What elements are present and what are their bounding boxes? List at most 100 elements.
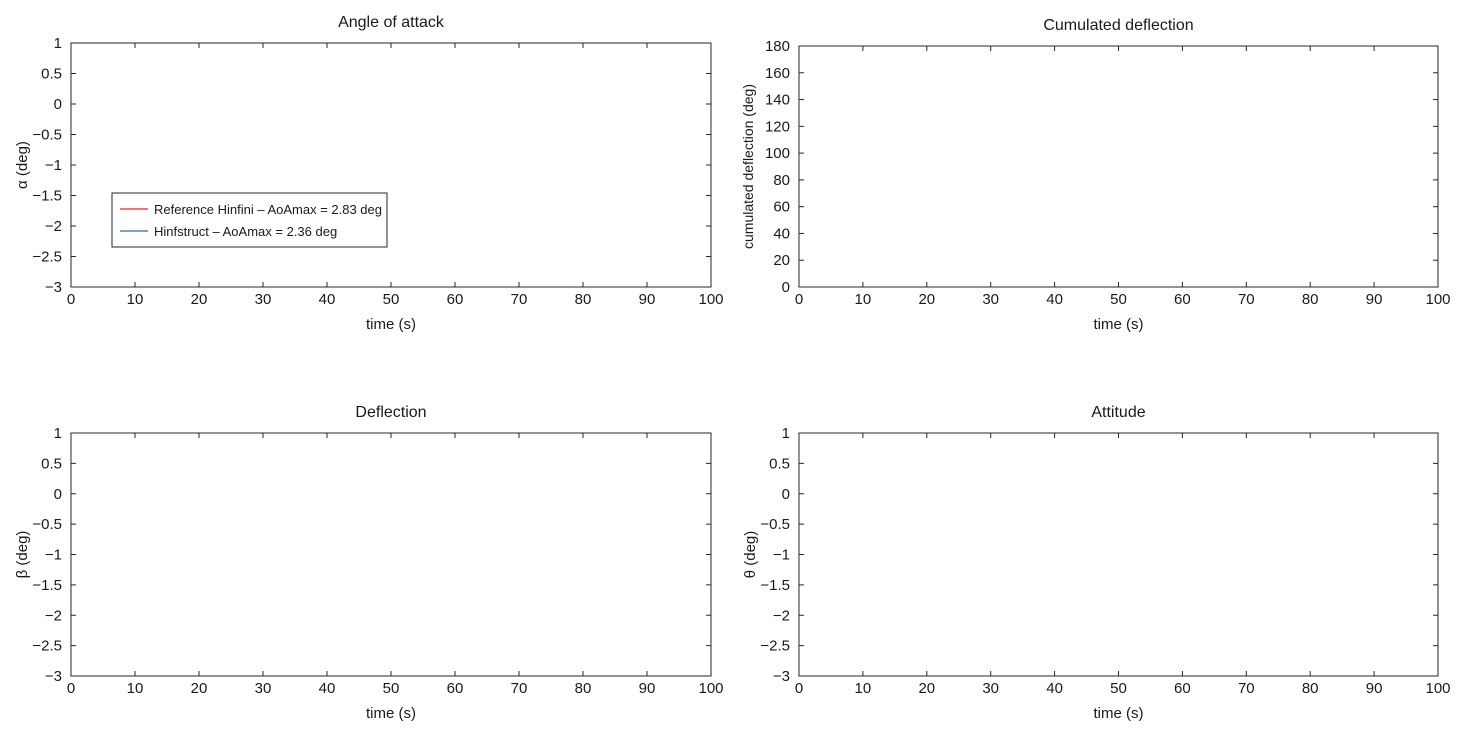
y-tick-label: −1	[45, 157, 62, 174]
y-tick-label: −1.5	[32, 188, 62, 205]
panel-angle-of-attack: 0 10 20 30 40 50 60 70 80 90 100−3−2.5−2−1.5−1−0.5…	[14, 14, 724, 333]
axes-frame	[798, 432, 1439, 677]
y-tick-label: 20	[773, 252, 790, 269]
x-tick-label: 30	[255, 291, 272, 308]
y-tick-label: −1	[773, 547, 790, 564]
y-tick-label: 1	[54, 425, 62, 442]
chart-title: Deflection	[355, 404, 426, 421]
x-tick-label: 90	[639, 680, 656, 697]
x-tick-label: 0	[795, 291, 803, 308]
x-tick-label: 0	[795, 680, 803, 697]
x-tick-label: 70	[511, 680, 528, 697]
x-tick-label: 50	[1110, 291, 1127, 308]
y-tick-label: −2.5	[32, 638, 62, 655]
y-tick-label: 0.5	[769, 455, 790, 472]
y-tick-label: 180	[765, 38, 790, 55]
y-tick-label: 0	[782, 486, 790, 503]
x-tick-label: 10	[127, 680, 144, 697]
x-axis-label: time (s)	[1094, 316, 1144, 333]
y-tick-label: −3	[45, 668, 62, 685]
x-tick-label: 70	[1238, 680, 1255, 697]
panel-attitude: 0 10 20 30 40 50 60 70 80 90 100−3−2.5−2−1.5−1−0.5…	[742, 404, 1451, 722]
x-tick-label: 60	[447, 291, 464, 308]
y-tick-label: 0	[54, 486, 62, 503]
x-tick-label: 10	[855, 291, 872, 308]
x-tick-label: 30	[982, 291, 999, 308]
y-tick-label: 40	[773, 225, 790, 242]
y-tick-label: −2	[45, 607, 62, 624]
chart-title: Attitude	[1091, 404, 1145, 421]
x-tick-label: 40	[319, 680, 336, 697]
y-tick-label: 0	[54, 96, 62, 113]
y-axis-label: cumulated deflection (deg)	[740, 84, 756, 249]
x-tick-label: 100	[698, 291, 723, 308]
legend-box	[111, 192, 388, 248]
x-tick-label: 30	[982, 680, 999, 697]
y-tick-label: −2.5	[760, 638, 790, 655]
y-tick-label: −1.5	[760, 577, 790, 594]
x-tick-label: 20	[191, 680, 208, 697]
y-tick-label: 0	[782, 279, 790, 296]
x-axis-label: time (s)	[366, 705, 416, 722]
y-axis-label: β (deg)	[14, 531, 31, 579]
x-tick-label: 20	[191, 291, 208, 308]
panel-deflection: 0 10 20 30 40 50 60 70 80 90 100−3−2.5−2−1.5−1−0.5…	[14, 404, 724, 722]
x-tick-label: 100	[1425, 291, 1450, 308]
x-tick-label: 10	[855, 680, 872, 697]
y-tick-label: −1.5	[32, 577, 62, 594]
x-tick-label: 20	[918, 680, 935, 697]
y-tick-label: 140	[765, 92, 790, 109]
y-tick-label: 120	[765, 118, 790, 135]
panel-cumulated-deflection: 0 10 20 30 40 50 60 70 80 90 100 0 20 40 60 80 100 120 140…	[740, 17, 1451, 333]
x-tick-label: 30	[255, 680, 272, 697]
y-tick-label: 0.5	[41, 455, 62, 472]
x-axis-label: time (s)	[1094, 705, 1144, 722]
y-tick-label: −3	[45, 279, 62, 296]
y-tick-label: −3	[773, 668, 790, 685]
x-tick-label: 40	[1046, 680, 1063, 697]
x-tick-label: 90	[1366, 291, 1383, 308]
x-tick-label: 10	[127, 291, 144, 308]
y-tick-label: 0.5	[41, 66, 62, 83]
x-tick-label: 40	[319, 291, 336, 308]
x-tick-label: 60	[447, 680, 464, 697]
x-tick-label: 60	[1174, 680, 1191, 697]
y-tick-label: −2	[45, 218, 62, 235]
axes-frame	[70, 42, 712, 288]
y-tick-label: 100	[765, 145, 790, 162]
axes-frame	[70, 432, 712, 677]
y-axis-label: α (deg)	[14, 141, 31, 189]
legend-label-reference: Reference Hinfini – AoAmax = 2.83 deg	[154, 202, 382, 217]
y-tick-label: −2.5	[32, 249, 62, 266]
y-axis-label: θ (deg)	[742, 531, 759, 579]
y-tick-label: −0.5	[32, 516, 62, 533]
x-tick-label: 100	[1425, 680, 1450, 697]
x-tick-label: 80	[575, 680, 592, 697]
x-tick-label: 20	[918, 291, 935, 308]
x-axis-label: time (s)	[366, 316, 416, 333]
x-tick-label: 70	[511, 291, 528, 308]
x-tick-label: 90	[639, 291, 656, 308]
x-tick-label: 80	[1302, 291, 1319, 308]
y-tick-label: 160	[765, 65, 790, 82]
x-tick-label: 60	[1174, 291, 1191, 308]
y-tick-label: 80	[773, 172, 790, 189]
y-tick-label: −1	[45, 547, 62, 564]
legend: Reference Hinfini – AoAmax = 2.83 deg Hin…	[111, 192, 388, 248]
y-tick-label: 1	[54, 35, 62, 52]
x-tick-label: 0	[67, 291, 75, 308]
x-tick-label: 40	[1046, 291, 1063, 308]
x-tick-label: 50	[383, 291, 400, 308]
y-tick-label: −2	[773, 607, 790, 624]
x-tick-label: 0	[67, 680, 75, 697]
x-tick-label: 80	[1302, 680, 1319, 697]
y-tick-label: 60	[773, 199, 790, 216]
y-tick-label: −0.5	[32, 127, 62, 144]
x-tick-label: 50	[1110, 680, 1127, 697]
legend-label-hinfstruct: Hinfstruct – AoAmax = 2.36 deg	[154, 224, 337, 239]
chart-title: Cumulated deflection	[1043, 17, 1193, 34]
x-tick-label: 80	[575, 291, 592, 308]
chart-title: Angle of attack	[338, 14, 445, 31]
y-tick-label: 1	[782, 425, 790, 442]
